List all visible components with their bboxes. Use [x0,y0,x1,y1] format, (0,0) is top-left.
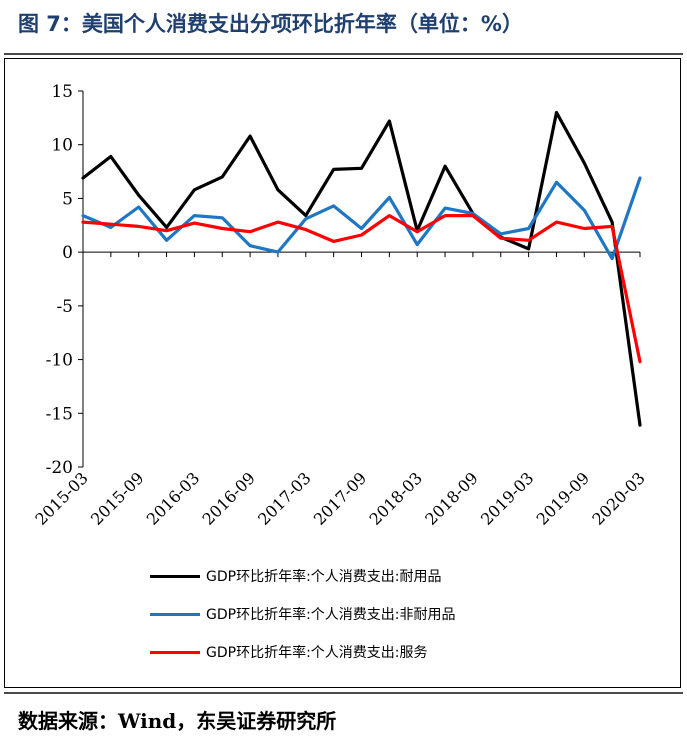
y-tick-label: 0 [62,243,73,263]
x-tick-label: 2017-09 [310,468,370,528]
legend-swatch-services [150,650,200,654]
x-tick-label: 2018-03 [366,468,426,528]
x-tick-label: 2019-09 [533,468,593,528]
x-tick-label: 2018-09 [421,468,481,528]
legend-label-nondurable: GDP环比折年率:个人消费支出:非耐用品 [206,607,456,623]
series-line-services [81,214,642,364]
source-note: 数据来源：Wind，东吴证券研究所 [18,709,337,733]
legend-item-services: GDP环比折年率:个人消费支出:服务 [150,642,456,662]
x-tick-label: 2016-03 [143,468,203,528]
y-tick-label: -5 [56,297,73,317]
figure-title: 图 7：美国个人消费支出分项环比折年率（单位：%） [18,12,523,36]
series-line-durable [81,110,642,427]
legend-item-durable: GDP环比折年率:个人消费支出:耐用品 [150,566,456,586]
y-tick-label: -15 [46,404,73,424]
y-tick-label: -20 [46,458,73,478]
x-tick-label: 2017-03 [254,468,314,528]
x-tick-label: 2015-09 [87,468,147,528]
y-tick-label: 5 [62,189,73,209]
bottom-rule [4,692,683,694]
y-tick-label: -10 [46,351,73,371]
legend-swatch-nondurable [150,612,200,616]
chart-legend: GDP环比折年率:个人消费支出:耐用品 GDP环比折年率:个人消费支出:非耐用品… [150,566,456,680]
x-tick-label: 2016-09 [198,468,258,528]
legend-label-services: GDP环比折年率:个人消费支出:服务 [206,645,428,661]
x-tick-label: 2020-03 [588,468,648,528]
x-tick-label: 2019-03 [477,468,537,528]
legend-item-nondurable: GDP环比折年率:个人消费支出:非耐用品 [150,604,456,624]
legend-label-durable: GDP环比折年率:个人消费支出:耐用品 [206,569,442,585]
top-rule [4,53,683,55]
y-tick-label: 10 [51,136,73,156]
legend-swatch-durable [150,574,200,578]
y-tick-label: 15 [51,82,73,102]
series-line-nondurable [81,176,642,261]
chart-frame [4,58,681,688]
